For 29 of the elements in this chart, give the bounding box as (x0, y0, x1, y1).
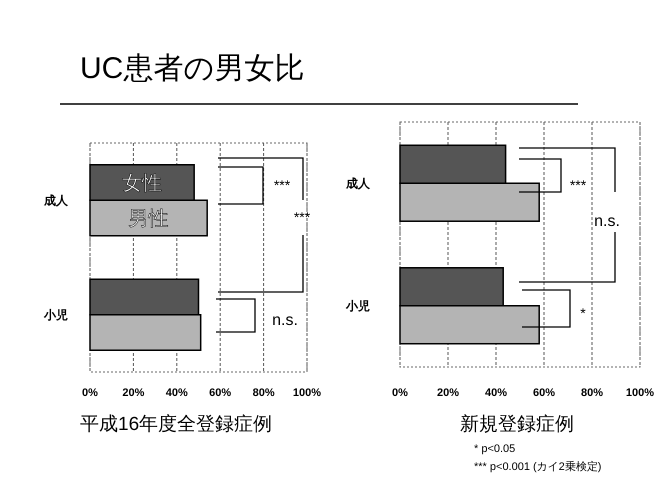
y-tick-label: 成人 (345, 176, 371, 190)
x-tick-label: 80% (580, 387, 604, 399)
x-tick-label: 0% (82, 387, 98, 399)
series-label: 女性 (122, 172, 162, 195)
text: * p<0.05 (474, 443, 516, 455)
series-label: 男性 (128, 208, 169, 230)
x-tick-label: 100% (626, 387, 654, 399)
x-tick-label: 100% (292, 387, 322, 399)
x-tick-label: 20% (122, 387, 145, 399)
annotation: *** (570, 177, 587, 193)
annotation: * (580, 305, 586, 321)
annotation: *** (274, 177, 291, 193)
annotation: *** (294, 209, 311, 225)
x-tick-label: 20% (436, 387, 460, 399)
x-tick-label: 40% (484, 387, 508, 399)
x-tick-label: 40% (166, 387, 188, 399)
x-tick-label: 0% (392, 387, 408, 399)
y-tick-label: 成人 (43, 193, 69, 208)
annotation: n.s. (594, 213, 620, 230)
annotation: n.s. (272, 312, 298, 329)
y-tick-label: 小児 (43, 308, 68, 322)
x-tick-label: 80% (252, 387, 275, 399)
x-axis-title: 新規登録症例 (460, 413, 574, 435)
x-tick-label: 60% (532, 387, 556, 399)
chart-title: UC患者の男女比 (80, 52, 304, 85)
text: *** p<0.001 (カイ2乗検定) (474, 460, 602, 473)
y-tick-label: 小児 (345, 298, 370, 313)
x-tick-label: 60% (209, 387, 232, 399)
x-axis-title: 平成16年度全登録症例 (80, 413, 272, 435)
